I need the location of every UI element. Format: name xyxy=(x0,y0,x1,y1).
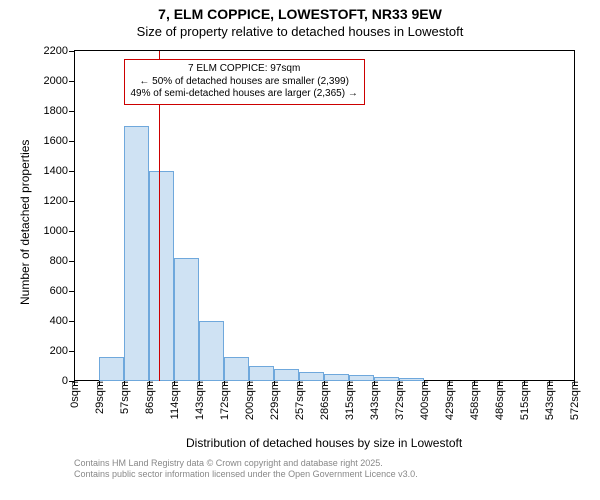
xtick-label: 458sqm xyxy=(467,381,481,420)
xtick-label: 315sqm xyxy=(342,381,356,420)
y-axis-label: Number of detached properties xyxy=(18,140,32,305)
histogram-bar xyxy=(299,372,324,381)
histogram-bar xyxy=(124,126,149,381)
y-axis-line xyxy=(74,51,75,381)
attribution-line2: Contains public sector information licen… xyxy=(74,469,418,480)
xtick-label: 114sqm xyxy=(167,381,181,419)
ytick-label: 1800 xyxy=(44,105,74,117)
plot-area: 0200400600800100012001400160018002000220… xyxy=(74,50,575,381)
ytick-label: 1200 xyxy=(44,195,74,207)
chart-title-line1: 7, ELM COPPICE, LOWESTOFT, NR33 9EW xyxy=(0,0,600,22)
ytick-label: 200 xyxy=(50,345,74,357)
xtick-label: 486sqm xyxy=(492,381,506,420)
histogram-bar xyxy=(399,378,424,381)
xtick-label: 200sqm xyxy=(242,381,256,420)
annotation-line2: ← 50% of detached houses are smaller (2,… xyxy=(131,76,358,89)
xtick-label: 286sqm xyxy=(317,381,331,420)
xtick-label: 543sqm xyxy=(542,381,556,420)
xtick-label: 86sqm xyxy=(142,381,156,414)
xtick-label: 0sqm xyxy=(67,381,81,408)
xtick-label: 229sqm xyxy=(267,381,281,420)
histogram-bar xyxy=(224,357,249,381)
xtick-label: 400sqm xyxy=(417,381,431,420)
histogram-bar xyxy=(174,258,199,381)
histogram-bar xyxy=(324,374,349,382)
histogram-bar xyxy=(274,369,299,381)
histogram-bar xyxy=(99,357,124,381)
attribution-text: Contains HM Land Registry data © Crown c… xyxy=(74,458,418,480)
ytick-label: 800 xyxy=(50,255,74,267)
ytick-label: 1400 xyxy=(44,165,74,177)
histogram-bar xyxy=(374,377,399,382)
attribution-line1: Contains HM Land Registry data © Crown c… xyxy=(74,458,418,469)
annotation-box: 7 ELM COPPICE: 97sqm← 50% of detached ho… xyxy=(124,59,365,105)
annotation-line1: 7 ELM COPPICE: 97sqm xyxy=(131,63,358,76)
chart-title-line2: Size of property relative to detached ho… xyxy=(0,22,600,39)
histogram-bar xyxy=(349,375,374,381)
ytick-label: 400 xyxy=(50,315,74,327)
x-axis-label: Distribution of detached houses by size … xyxy=(186,436,462,450)
xtick-label: 515sqm xyxy=(517,381,531,420)
xtick-label: 29sqm xyxy=(92,381,106,414)
ytick-label: 600 xyxy=(50,285,74,297)
histogram-bar xyxy=(249,366,274,381)
xtick-label: 143sqm xyxy=(192,381,206,420)
xtick-label: 429sqm xyxy=(442,381,456,420)
xtick-label: 343sqm xyxy=(367,381,381,420)
chart-container: 7, ELM COPPICE, LOWESTOFT, NR33 9EW Size… xyxy=(0,0,600,500)
histogram-bar xyxy=(199,321,224,381)
xtick-label: 257sqm xyxy=(292,381,306,420)
annotation-line3: 49% of semi-detached houses are larger (… xyxy=(131,88,358,101)
ytick-label: 2200 xyxy=(44,45,74,57)
xtick-label: 572sqm xyxy=(567,381,581,420)
ytick-label: 2000 xyxy=(44,75,74,87)
xtick-label: 372sqm xyxy=(392,381,406,420)
xtick-label: 57sqm xyxy=(117,381,131,414)
histogram-bar xyxy=(149,171,174,381)
ytick-label: 1600 xyxy=(44,135,74,147)
xtick-label: 172sqm xyxy=(217,381,231,420)
ytick-label: 1000 xyxy=(44,225,74,237)
